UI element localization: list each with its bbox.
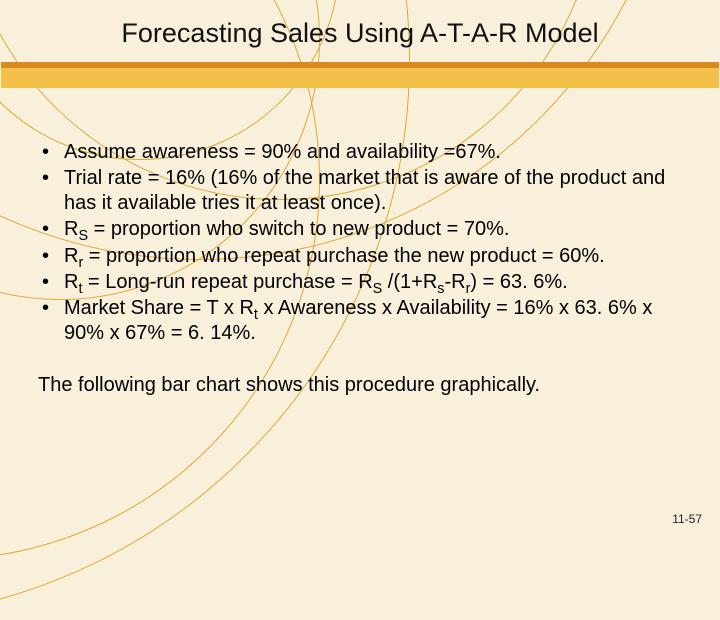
bullet-item: Assume awareness = 90% and availability … [64, 140, 680, 164]
followup-text: The following bar chart shows this proce… [38, 373, 680, 397]
bullet-item: Trial rate = 16% (16% of the market that… [64, 166, 680, 215]
slide-body: Assume awareness = 90% and availability … [38, 140, 680, 398]
slide-title: Forecasting Sales Using A-T-A-R Model [0, 18, 720, 49]
bullet-list: Assume awareness = 90% and availability … [38, 140, 680, 345]
bullet-item: Market Share = T x Rt x Awareness x Avai… [64, 296, 680, 345]
page-number: 11-57 [672, 512, 702, 526]
header-rule-yellow [1, 68, 719, 88]
bullet-item: RS = proportion who switch to new produc… [64, 217, 680, 241]
slide-header: Forecasting Sales Using A-T-A-R Model [0, 0, 720, 108]
bullet-item: Rr = proportion who repeat purchase the … [64, 244, 680, 268]
bullet-item: Rt = Long-run repeat purchase = RS /(1+R… [64, 270, 680, 294]
